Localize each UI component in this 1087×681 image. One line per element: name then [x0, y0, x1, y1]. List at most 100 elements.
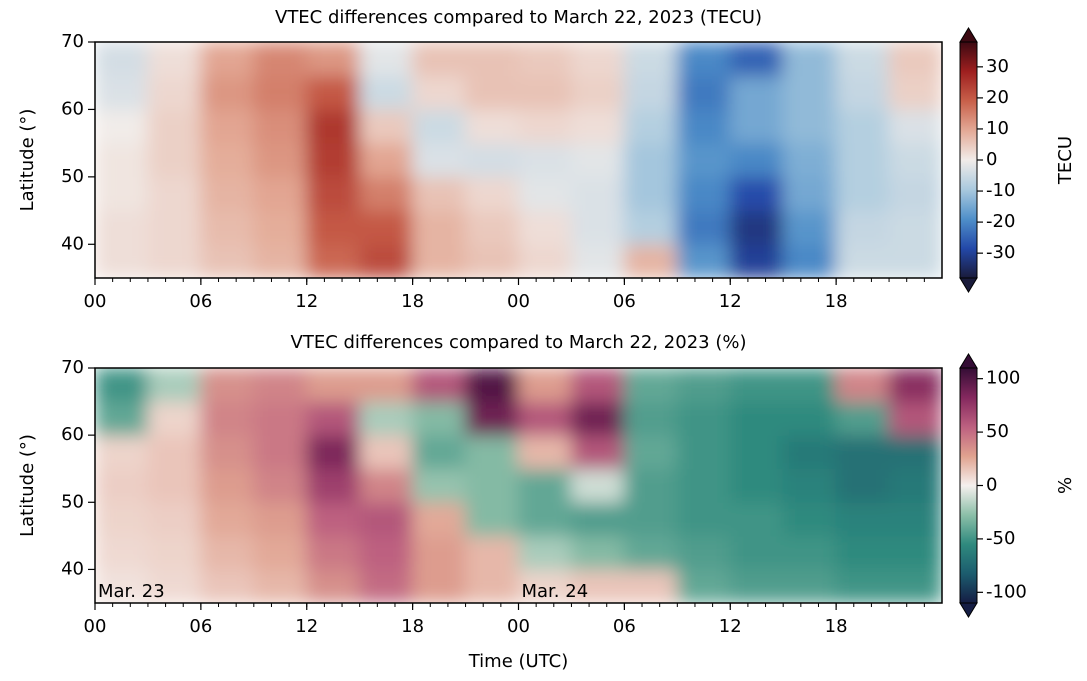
heatmap-cell	[518, 142, 572, 178]
heatmap-cell	[147, 401, 202, 436]
x-tick-label: 18	[825, 616, 848, 637]
heatmap-cell	[412, 243, 467, 278]
heatmap-cell	[782, 401, 837, 436]
heatmap-cell	[518, 468, 572, 503]
heatmap-cell	[623, 176, 678, 212]
heatmap-cell	[676, 501, 731, 537]
heatmap-cell	[623, 535, 678, 570]
heatmap-cell	[782, 535, 837, 570]
heatmap-cell	[95, 368, 149, 403]
heatmap-cell	[676, 468, 731, 503]
heatmap-cell	[306, 142, 361, 178]
heatmap-cell	[570, 42, 625, 77]
heatmap-cell	[253, 176, 308, 212]
heatmap-cell	[253, 142, 308, 178]
x-tick-label: 00	[84, 616, 107, 637]
heatmap-cell	[570, 568, 625, 603]
heatmap-cell	[623, 434, 678, 470]
heatmap-cell	[835, 108, 890, 144]
x-tick-label: 00	[84, 291, 107, 312]
heatmap-cell	[623, 501, 678, 537]
heatmap-cell	[147, 368, 202, 403]
colorbar-tick-label: 30	[986, 56, 1009, 77]
heatmap-cell	[729, 401, 784, 436]
heatmap-cell	[465, 108, 519, 144]
heatmap-cell	[253, 368, 308, 403]
colorbar-label: TECU	[1055, 136, 1076, 185]
heatmap-cell	[359, 368, 414, 403]
x-tick-label: 12	[719, 291, 742, 312]
heatmap-cell	[729, 468, 784, 503]
heatmap-cell	[359, 210, 414, 245]
heatmap-cell	[835, 401, 890, 436]
heatmap-cell	[676, 75, 731, 110]
heatmap-cell	[412, 434, 467, 470]
heatmap-cell	[465, 243, 519, 278]
heatmap-cell	[729, 176, 784, 212]
heatmap-cell	[306, 243, 361, 278]
heatmap-cell	[570, 243, 625, 278]
heatmap-cell	[888, 501, 942, 537]
heatmap-cell	[359, 535, 414, 570]
heatmap-cell	[570, 108, 625, 144]
heatmap-cell	[465, 401, 519, 436]
heatmap-cell	[729, 535, 784, 570]
heatmap-cell	[412, 210, 467, 245]
heatmap-cell	[623, 142, 678, 178]
heatmap-cell	[465, 176, 519, 212]
heatmap-cell	[782, 210, 837, 245]
heatmap-cell	[306, 42, 361, 77]
heatmap-cell	[782, 108, 837, 144]
heatmap-cell	[729, 42, 784, 77]
heatmap-cell	[306, 501, 361, 537]
heatmap-cell	[835, 210, 890, 245]
heatmap-cell	[412, 176, 467, 212]
heatmap-cell	[782, 176, 837, 212]
heatmap-cell	[412, 368, 467, 403]
heatmap-cell	[359, 142, 414, 178]
colorbar-tick-label: -10	[986, 180, 1015, 201]
heatmap-cell	[412, 42, 467, 77]
heatmap-cell	[782, 468, 837, 503]
colorbar-tick-label: 100	[986, 368, 1020, 389]
colorbar	[960, 368, 977, 603]
heatmap-cell	[518, 501, 572, 537]
heatmap-cell	[518, 535, 572, 570]
heatmap-cell	[570, 75, 625, 110]
heatmap-cell	[729, 243, 784, 278]
heatmap-cell	[253, 568, 308, 603]
heatmap-cell	[835, 75, 890, 110]
heatmap-cell	[623, 42, 678, 77]
heatmap-cell	[147, 535, 202, 570]
heatmap-cell	[676, 142, 731, 178]
heatmap-cell	[623, 75, 678, 110]
heatmap-cell	[518, 75, 572, 110]
colorbar-tick-label: 20	[986, 87, 1009, 108]
heatmap-cell	[570, 535, 625, 570]
y-tick-label: 40	[61, 233, 84, 254]
heatmap-cell	[729, 501, 784, 537]
heatmap-cell	[888, 535, 942, 570]
x-tick-label: 06	[613, 291, 636, 312]
heatmap-cell	[306, 535, 361, 570]
x-tick-label: 06	[613, 616, 636, 637]
heatmap-cell	[888, 210, 942, 245]
heatmap-cell	[412, 501, 467, 537]
heatmap-cell	[253, 210, 308, 245]
x-tick-label: 18	[825, 291, 848, 312]
colorbar-extend-top	[959, 353, 978, 369]
heatmap-cell	[465, 42, 519, 77]
heatmap-cell	[729, 142, 784, 178]
x-tick-label: 12	[719, 616, 742, 637]
heatmap-cell	[253, 401, 308, 436]
heatmap-cell	[253, 243, 308, 278]
heatmap-cell	[465, 210, 519, 245]
y-axis-label: Latitude (°)	[17, 434, 38, 537]
heatmap	[95, 42, 942, 278]
heatmap-cell	[306, 401, 361, 436]
heatmap-cell	[95, 108, 149, 144]
heatmap-cell	[570, 501, 625, 537]
heatmap-cell	[306, 434, 361, 470]
heatmap-cell	[359, 401, 414, 436]
heatmap-cell	[835, 535, 890, 570]
